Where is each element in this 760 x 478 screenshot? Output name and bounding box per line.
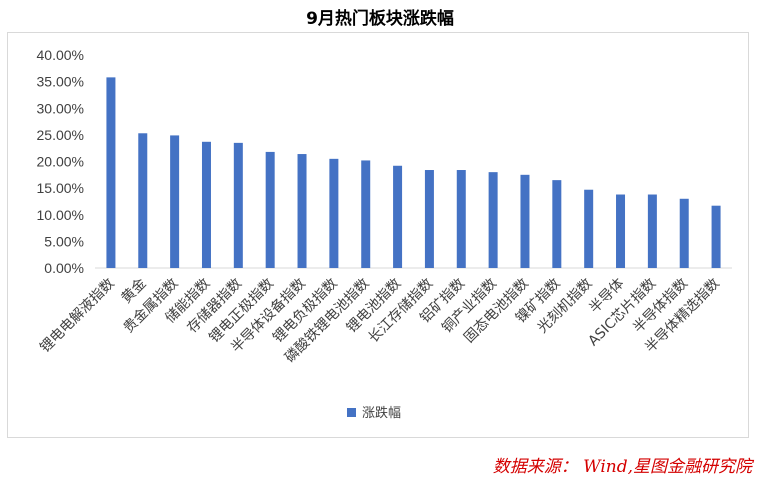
bar	[520, 174, 530, 268]
bar	[361, 160, 371, 268]
y-tick-label: 25.00%	[37, 127, 84, 143]
source-note: 数据来源： Wind,星图金融研究院	[492, 457, 752, 477]
y-tick-label: 15.00%	[37, 180, 84, 196]
y-tick-label: 5.00%	[44, 233, 84, 249]
bar	[265, 151, 275, 268]
bar	[170, 135, 180, 268]
bar	[201, 141, 211, 268]
bar	[138, 133, 148, 268]
bar	[552, 180, 562, 268]
bar	[616, 194, 626, 268]
x-tick-label: 锂电电解液指数	[37, 276, 118, 357]
bar	[393, 165, 403, 268]
bar	[456, 170, 466, 268]
chart-frame	[7, 32, 749, 438]
legend-swatch	[347, 408, 356, 417]
bar	[297, 154, 307, 268]
bar	[488, 172, 498, 268]
bar	[233, 142, 243, 268]
bar	[584, 189, 594, 268]
bar	[711, 205, 721, 268]
bar	[424, 170, 434, 268]
legend-label: 涨跌幅	[362, 405, 401, 421]
y-tick-label: 40.00%	[37, 47, 84, 63]
y-tick-label: 0.00%	[44, 260, 84, 276]
y-tick-label: 35.00%	[37, 74, 84, 90]
bar	[679, 198, 689, 268]
bar	[106, 77, 116, 269]
y-tick-label: 10.00%	[37, 207, 84, 223]
chart-title: 9月热门板块涨跌幅	[306, 9, 454, 29]
bar	[329, 158, 339, 268]
y-tick-label: 30.00%	[37, 100, 84, 116]
bar	[647, 194, 657, 268]
y-tick-label: 20.00%	[37, 154, 84, 170]
